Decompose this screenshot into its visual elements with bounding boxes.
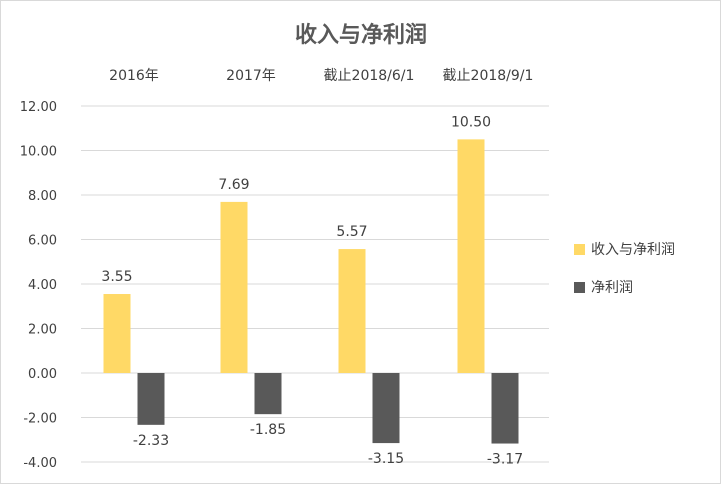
data-label: -3.15 <box>368 451 404 467</box>
data-labels: 3.55 7.69 5.57 10.50 -2.33 -1.85 -3.15 -3.17 <box>101 114 523 467</box>
y-tick-label: -2.00 <box>23 412 57 427</box>
bars <box>103 139 519 444</box>
legend-label: 收入与净利润 <box>591 242 675 258</box>
revenue-bar <box>338 249 366 373</box>
data-label: -1.85 <box>250 422 286 438</box>
data-label: 10.50 <box>451 114 491 130</box>
revenue-bar <box>103 294 131 373</box>
net-profit-bar <box>137 373 165 425</box>
legend-label: 净利润 <box>591 280 633 296</box>
revenue-bar <box>457 139 485 373</box>
y-tick-label: 6.00 <box>28 234 57 249</box>
chart-title: 收入与净利润 <box>295 22 427 48</box>
y-tick-label: 4.00 <box>28 278 57 293</box>
y-axis-ticks: -4.00 -2.00 0.00 2.00 4.00 6.00 8.00 10.00 12.00 <box>20 100 57 471</box>
data-label: 5.57 <box>336 224 367 240</box>
y-tick-label: 10.00 <box>20 145 57 160</box>
revenue-bar <box>220 201 248 373</box>
category-labels: 2016年 2017年 截止2018/6/1 截止2018/9/1 <box>109 68 533 84</box>
y-tick-label: 12.00 <box>20 100 57 115</box>
legend-swatch <box>574 244 585 255</box>
category-label: 截止2018/6/1 <box>324 68 415 84</box>
category-label: 截止2018/9/1 <box>443 68 534 84</box>
legend-swatch <box>574 282 585 293</box>
net-profit-bar <box>254 373 282 415</box>
category-label: 2016年 <box>109 68 159 84</box>
category-label: 2017年 <box>226 68 276 84</box>
net-profit-bar <box>491 373 519 444</box>
net-profit-bar <box>372 373 400 444</box>
data-label: 3.55 <box>101 269 132 285</box>
y-tick-label: 8.00 <box>28 189 57 204</box>
data-label: -2.33 <box>133 433 169 449</box>
y-tick-label: -4.00 <box>23 456 57 471</box>
y-tick-label: 0.00 <box>28 367 57 382</box>
y-tick-label: 2.00 <box>28 323 57 338</box>
data-label: -3.17 <box>487 452 523 468</box>
data-label: 7.69 <box>218 177 249 193</box>
